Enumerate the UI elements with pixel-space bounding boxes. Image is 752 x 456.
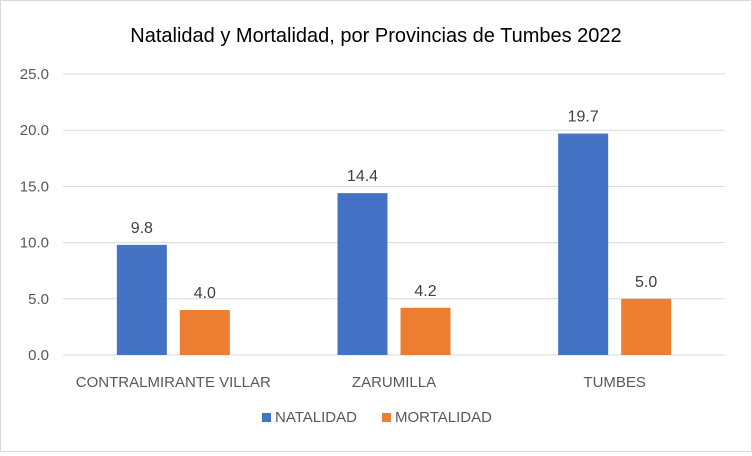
bar-natalidad-0 bbox=[116, 244, 167, 355]
data-label: 4.2 bbox=[414, 283, 436, 300]
y-tick-label: 20.0 bbox=[20, 122, 49, 139]
x-tick-label: ZARUMILLA bbox=[352, 374, 436, 391]
chart-title: Natalidad y Mortalidad, por Provincias d… bbox=[130, 25, 621, 47]
data-label: 19.7 bbox=[568, 109, 599, 126]
legend-swatch-mortalidad bbox=[382, 413, 391, 422]
bar-mortalidad-1 bbox=[400, 307, 451, 355]
bar-natalidad-1 bbox=[337, 193, 388, 355]
y-tick-label: 25.0 bbox=[20, 66, 49, 83]
legend-swatch-natalidad bbox=[262, 413, 271, 422]
y-tick-label: 10.0 bbox=[20, 235, 49, 252]
x-tick-label: CONTRALMIRANTE VILLAR bbox=[76, 374, 271, 391]
y-tick-label: 15.0 bbox=[20, 178, 49, 195]
bar-mortalidad-0 bbox=[179, 310, 230, 355]
bar-natalidad-2 bbox=[558, 133, 609, 355]
data-label: 4.0 bbox=[194, 285, 216, 302]
data-label: 5.0 bbox=[635, 274, 657, 291]
data-label: 9.8 bbox=[131, 220, 153, 237]
data-label: 14.4 bbox=[347, 168, 378, 185]
x-tick-label: TUMBES bbox=[583, 374, 646, 391]
bar-mortalidad-2 bbox=[621, 298, 672, 355]
y-tick-label: 0.0 bbox=[28, 347, 49, 364]
y-tick-label: 5.0 bbox=[28, 291, 49, 308]
legend-label-mortalidad: MORTALIDAD bbox=[395, 409, 492, 426]
legend: NATALIDAD MORTALIDAD bbox=[262, 409, 492, 426]
legend-label-natalidad: NATALIDAD bbox=[275, 409, 357, 426]
